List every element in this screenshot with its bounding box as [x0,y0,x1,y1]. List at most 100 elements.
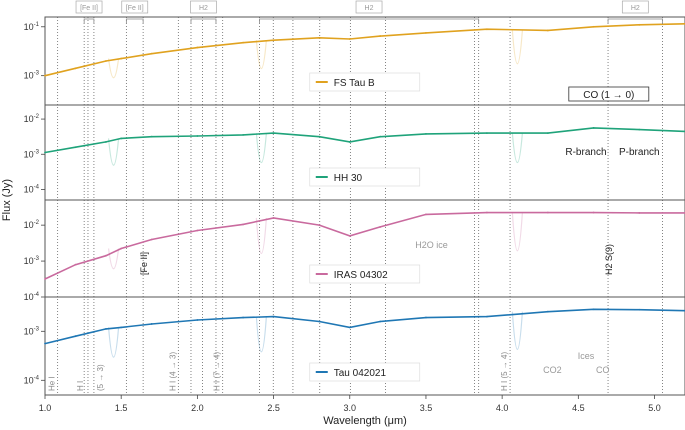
bracket-label: [Fe II] [80,5,98,12]
panel: 10-2 10-3 10-4 HH 30 R-branch P-branch [24,104,685,201]
x-axis-label: Wavelength (μm) [323,415,407,427]
spectrum-point [196,229,199,232]
y-tick-label: 10-3 [24,71,40,81]
legend-label: FS Tau B [334,78,375,89]
spectrum-point [318,224,321,227]
y-axis-label: Flux (Jy) [1,179,13,221]
bracket [83,18,95,24]
spectrum-point [638,308,641,311]
panel: 10-1 10-3 FS Tau B CO (1 → 0) [24,16,685,106]
x-tick-label: 3.5 [420,403,433,413]
spectrum-point [272,217,275,219]
annotation: (5 → 3) [96,364,105,391]
x-tick-label: 1.0 [39,403,52,413]
y-tick-label: 10-2 [24,114,40,124]
y-tick-label: 10-3 [24,256,40,266]
spectrum-point [348,141,351,143]
spectrum-point [348,38,351,40]
spectrum-point [196,319,199,321]
spectrum-point [242,41,244,44]
spectrum-point [150,238,153,241]
spectrum-point [105,60,107,62]
annotation: He I [48,376,57,391]
line-marker-group [57,17,663,395]
x-axis: 1.0 1.5 2.0 2.5 3.0 3.5 4.0 4.5 5.0 [39,395,661,413]
x-tick-label: 3.0 [344,403,357,413]
bracket-label-box [121,0,149,14]
bracket-label: H2 [365,5,374,12]
spectrum-line [44,308,685,345]
spectrum-point [425,132,427,135]
spectrum-point [105,141,107,143]
x-tick-label: 2.5 [267,403,280,413]
spectrum-point [379,226,382,228]
spectrum-point [546,29,549,32]
annotation: P-branch [619,147,660,158]
legend-box [309,72,421,92]
spectrum-point [44,342,46,345]
spectrum-point [196,135,199,137]
annotation: [Fe II] [139,252,149,275]
annotation-box [568,86,650,102]
annotation: CO [596,365,610,375]
spectrum-point [44,278,46,280]
spectrum-point [44,151,46,154]
annotation: H I (4 → 3) [168,352,177,391]
spectrum-point [272,315,275,318]
spectrum-point [74,67,77,70]
annotation: CO2 [543,365,562,375]
bracket [259,18,480,24]
legend-label: IRAS 04302 [334,270,388,281]
bracket-label-box [621,0,649,14]
annotation: H2 S(9) [604,244,614,275]
panel: 10-3 10-4 Tau 042021 He I H I (5 → 3) H I (4 →… [24,296,685,396]
bracket-label-box [190,0,217,14]
gap-dip [107,58,120,79]
y-tick-label: 10-2 [24,220,40,230]
bracket-label: H2 [631,5,640,12]
spectrum-point [120,247,123,250]
spectrum-point [120,137,123,140]
spectrum-point [379,35,382,37]
spectrum-point [318,320,321,323]
spectrum-point [592,211,595,214]
annotation: H I [76,381,85,391]
y-tick-label: 10-3 [24,326,40,336]
spectrum-point [486,211,488,214]
spectrum-point [425,316,427,319]
y-tick-label: 10-4 [24,292,40,302]
spectrum-point [74,146,77,149]
bracket [125,18,144,24]
gap-dip [511,212,523,252]
annotation: CO (1 → 0) [583,90,634,101]
legend-label: Tau 042021 [334,368,387,379]
gap-dip [255,40,267,69]
x-tick-label: 2.0 [191,403,204,413]
annotation: R-branch [565,147,606,158]
y-tick-label: 10-1 [24,22,40,32]
bracket-label: H2 [199,5,208,12]
spectrum-point [242,134,244,136]
x-tick-label: 1.5 [115,403,128,413]
x-tick-label: 5.0 [648,403,661,413]
spectrum-point [592,25,595,28]
x-tick-label: 4.0 [496,403,509,413]
legend-box [309,167,421,187]
spectrum-point [592,308,595,311]
spectrum-line [44,23,685,77]
legend-box [309,362,421,382]
spectrum-point [318,135,321,138]
spectrum-point [242,316,244,319]
spectrum-point [486,132,488,135]
spectrum-point [379,135,382,138]
gap-dip [107,248,120,270]
bracket [190,18,217,24]
spectrum-point [425,213,427,216]
spectrum-point [196,46,199,49]
gap-dip [511,133,523,164]
spectrum-point [486,315,488,318]
bracket [607,18,663,24]
spectrum-point [120,57,123,60]
spectrum-point [638,23,641,26]
